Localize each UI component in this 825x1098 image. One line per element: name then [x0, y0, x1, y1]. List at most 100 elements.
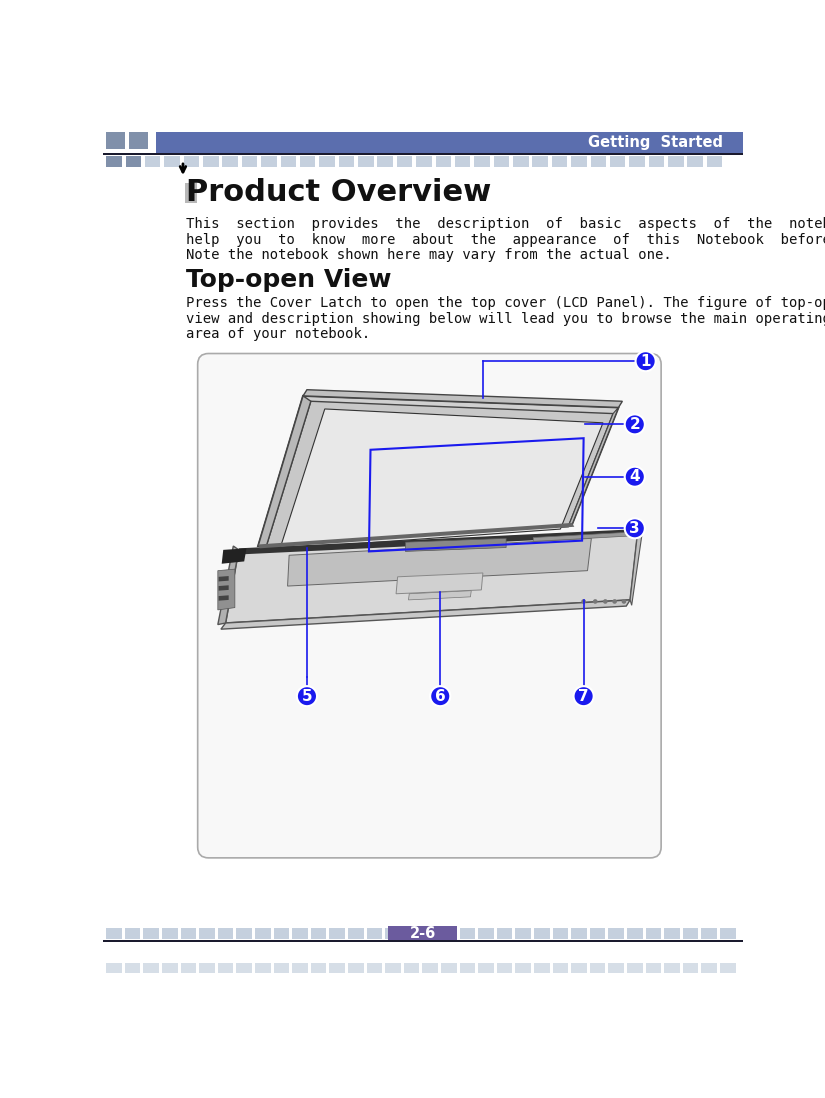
Circle shape [582, 600, 586, 604]
Bar [181, 928, 196, 939]
Text: help  you  to  know  more  about  the  appearance  of  this  Notebook  before  u: help you to know more about the appearan… [186, 233, 825, 247]
Circle shape [625, 518, 645, 538]
Bar [292, 928, 308, 939]
Polygon shape [218, 546, 238, 625]
Bar [497, 928, 512, 939]
Polygon shape [568, 407, 619, 527]
Bar [422, 963, 438, 973]
Bar [255, 928, 271, 939]
Bar [274, 928, 289, 939]
Bar [534, 928, 549, 939]
Bar [378, 156, 393, 167]
Bar [590, 963, 606, 973]
Polygon shape [258, 523, 574, 548]
Bar [571, 963, 587, 973]
Bar [199, 963, 214, 973]
Bar [237, 963, 252, 973]
Bar [397, 156, 412, 167]
Bar [610, 156, 625, 167]
Polygon shape [221, 600, 630, 629]
Circle shape [573, 686, 594, 706]
Bar [591, 156, 606, 167]
Bar [571, 928, 587, 939]
Bar [203, 156, 219, 167]
Circle shape [635, 351, 656, 371]
Bar [403, 928, 419, 939]
Bar [181, 963, 196, 973]
Text: 5: 5 [302, 688, 313, 704]
Bar [532, 156, 548, 167]
Bar [106, 156, 122, 167]
Bar [552, 156, 568, 167]
Bar [627, 928, 643, 939]
Bar [311, 928, 327, 939]
Circle shape [625, 414, 645, 435]
Bar [683, 963, 698, 973]
Bar [497, 963, 512, 973]
Bar [339, 156, 354, 167]
Bar [223, 156, 238, 167]
Circle shape [593, 600, 597, 604]
Text: Getting  Started: Getting Started [588, 135, 724, 150]
Bar [516, 928, 531, 939]
Bar [460, 963, 475, 973]
Text: Product Overview: Product Overview [186, 178, 492, 208]
Bar [292, 963, 308, 973]
Bar [478, 963, 493, 973]
Polygon shape [630, 530, 642, 605]
Bar [106, 963, 122, 973]
Text: 1: 1 [640, 354, 651, 369]
Bar [145, 156, 161, 167]
Bar [553, 963, 568, 973]
Bar [237, 928, 252, 939]
Bar [130, 124, 148, 139]
Polygon shape [405, 538, 506, 551]
Bar [478, 928, 493, 939]
Bar [571, 156, 587, 167]
Bar [513, 156, 529, 167]
Bar [274, 963, 289, 973]
Polygon shape [266, 401, 613, 548]
Bar [417, 156, 431, 167]
Bar [348, 928, 364, 939]
FancyBboxPatch shape [198, 354, 661, 858]
Polygon shape [222, 548, 247, 563]
Bar [106, 928, 122, 939]
Bar [460, 928, 475, 939]
Text: Note the notebook shown here may vary from the actual one.: Note the notebook shown here may vary fr… [186, 248, 672, 262]
Bar [553, 928, 568, 939]
Bar [441, 963, 456, 973]
Text: 4: 4 [629, 469, 640, 484]
Bar [358, 156, 374, 167]
Bar [255, 963, 271, 973]
Circle shape [612, 600, 617, 604]
Polygon shape [303, 390, 622, 407]
Polygon shape [225, 530, 638, 623]
Bar [590, 928, 606, 939]
Bar [348, 963, 364, 973]
Bar [162, 928, 177, 939]
Polygon shape [396, 573, 483, 594]
Bar [329, 928, 345, 939]
Bar [683, 928, 698, 939]
Bar [385, 963, 401, 973]
Bar [422, 928, 438, 939]
Bar [125, 928, 140, 939]
Text: Press the Cover Latch to open the top cover (LCD Panel). The figure of top-open: Press the Cover Latch to open the top co… [186, 296, 825, 311]
Polygon shape [280, 408, 603, 549]
Circle shape [297, 686, 317, 706]
Bar [262, 156, 276, 167]
Bar [493, 156, 509, 167]
Bar [164, 156, 180, 167]
Bar [385, 928, 401, 939]
Bar [300, 156, 315, 167]
Text: view and description showing below will lead you to browse the main operating: view and description showing below will … [186, 312, 825, 326]
Bar [668, 156, 684, 167]
Bar [366, 928, 382, 939]
Bar [664, 963, 680, 973]
Bar [403, 963, 419, 973]
Circle shape [430, 686, 450, 706]
Bar [701, 928, 717, 939]
Polygon shape [219, 576, 229, 582]
Bar [280, 156, 296, 167]
